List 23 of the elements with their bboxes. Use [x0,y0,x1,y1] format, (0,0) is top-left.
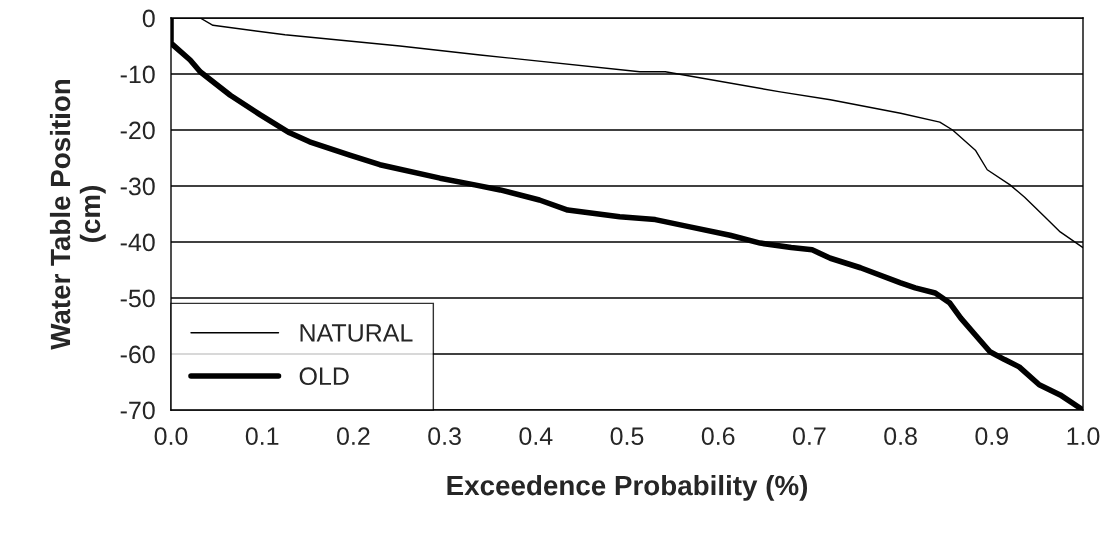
x-tick-label: 0.2 [337,427,370,446]
x-tick-label: 0.5 [610,427,644,446]
x-tick-label: 0.0 [154,427,188,446]
y-tick-label: -20 [120,121,155,140]
x-tick-label: 0.8 [884,427,917,446]
x-tick-label: 0.9 [975,427,1008,446]
y-tick-label: 0 [142,9,155,28]
y-tick-label: -40 [120,233,155,252]
legend-label: NATURAL [300,324,413,342]
y-axis-title: Water Table Position (cm) [49,79,106,350]
x-tick-label: 0.1 [245,427,279,446]
y-tick-label: -60 [120,345,155,364]
x-tick-label: 1.0 [1067,427,1100,446]
y-tick-label: -10 [120,65,155,84]
x-axis-title: Exceedence Probability (%) [447,474,808,501]
x-tick-label: 0.7 [793,427,826,446]
y-tick-label: -70 [120,401,155,420]
y-tick-label: -50 [120,289,155,308]
x-tick-label: 0.4 [519,427,553,446]
x-tick-label: 0.3 [428,427,461,446]
legend-label: OLD [299,367,349,386]
y-tick-label: -30 [120,177,155,196]
x-tick-label: 0.6 [701,427,735,446]
